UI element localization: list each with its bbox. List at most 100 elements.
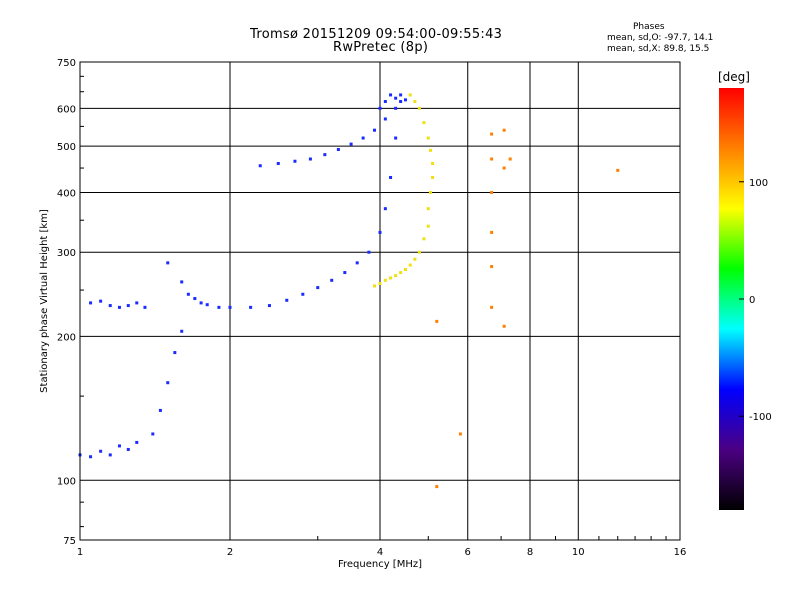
data-point-o <box>108 453 112 457</box>
y-tick-label: 75 <box>63 536 76 547</box>
plot-frame <box>79 61 681 541</box>
data-point-o <box>383 100 387 104</box>
y-tick-label: 300 <box>57 248 76 259</box>
x-axis-ticks: 1 2 4 6 8 10 16 <box>77 536 687 558</box>
colorbar-tick-label: -100 <box>749 412 772 423</box>
colorbar-ticks: 100 0 -100 <box>739 178 772 423</box>
data-point-o <box>89 301 93 305</box>
data-point-o <box>301 292 305 296</box>
data-point-o <box>217 305 221 309</box>
data-point-o <box>99 299 103 303</box>
y-tick-label: 500 <box>57 142 76 153</box>
colorbar-label: [deg] <box>718 70 750 84</box>
data-point-x <box>428 148 432 152</box>
data-point-x <box>394 274 398 278</box>
data-point-x <box>417 106 421 110</box>
data-point-o <box>330 278 334 282</box>
x-tick-label: 2 <box>227 547 233 558</box>
x-tick-label: 1 <box>77 547 83 558</box>
data-point-o <box>378 106 382 110</box>
data-point-x <box>431 175 435 179</box>
data-point-x <box>428 190 432 194</box>
data-point-x <box>422 121 426 125</box>
data-point-o <box>158 408 162 412</box>
data-point-o <box>117 305 121 309</box>
data-point-o <box>193 297 197 301</box>
y-tick-label: 750 <box>57 58 76 69</box>
data-point-o <box>89 455 93 459</box>
data-point-scatter <box>490 265 494 269</box>
data-point-o <box>205 303 209 307</box>
data-point-o <box>166 261 170 265</box>
x-tick-label: 10 <box>572 547 585 558</box>
y-axis-label: Stationary phase Virtual Height [km] <box>39 209 50 393</box>
data-point-o <box>394 96 398 100</box>
data-point-x <box>413 100 417 104</box>
data-point-o <box>199 301 203 305</box>
data-point-o <box>99 449 103 453</box>
phases-o-stats: mean, sd,O: -97.7, 14.1 <box>607 33 714 43</box>
data-point-o <box>186 292 190 296</box>
data-point-o <box>249 305 253 309</box>
y-tick-label: 200 <box>57 332 76 343</box>
data-point-scatter <box>490 157 494 161</box>
phases-title: Phases <box>633 22 665 32</box>
y-axis-ticks: 75 100 200 300 400 500 600 750 <box>57 58 84 547</box>
data-point-o <box>389 175 393 179</box>
data-point-x <box>399 271 403 275</box>
data-point-o <box>173 351 177 355</box>
data-point-x <box>426 224 430 228</box>
data-point-scatter <box>616 168 620 172</box>
data-point-scatter <box>458 432 462 436</box>
data-point-x <box>426 207 430 211</box>
data-point-o <box>343 271 347 275</box>
data-point-o <box>373 128 377 132</box>
data-point-o <box>267 304 271 308</box>
data-point-o <box>399 93 403 97</box>
y-tick-label: 400 <box>57 188 76 199</box>
colorbar-tick-label: 100 <box>749 178 768 189</box>
data-point-scatter <box>508 157 512 161</box>
data-point-o <box>228 305 232 309</box>
data-point-x <box>408 93 412 97</box>
plot-grid <box>79 62 681 540</box>
x-tick-label: 16 <box>674 547 687 558</box>
data-point-scatter <box>490 132 494 136</box>
chart-title: Tromsø 20151209 09:54:00-09:55:43 <box>250 27 503 42</box>
colorbar-tick-label: 0 <box>749 295 755 306</box>
data-point-o <box>349 142 353 146</box>
data-point-o <box>399 100 403 104</box>
data-point-x <box>403 268 407 272</box>
data-point-o <box>367 250 371 254</box>
data-point-o <box>166 381 170 385</box>
data-point-scatter <box>490 305 494 309</box>
data-point-o <box>151 432 155 436</box>
data-point-o <box>135 301 139 305</box>
data-point-o <box>258 164 262 168</box>
data-point-scatter <box>435 319 439 323</box>
data-point-o <box>355 261 359 265</box>
data-point-o <box>126 304 130 308</box>
data-point-x <box>422 237 426 241</box>
data-point-o <box>276 161 280 165</box>
data-point-scatter <box>435 485 439 489</box>
data-point-o <box>180 280 184 284</box>
data-point-o <box>135 440 139 444</box>
x-tick-label: 6 <box>465 547 471 558</box>
data-point-o <box>336 148 340 152</box>
data-point-x <box>378 282 382 286</box>
data-point-o <box>383 117 387 121</box>
data-point-x <box>431 161 435 165</box>
data-point-scatter <box>490 190 494 194</box>
data-point-x <box>426 136 430 140</box>
data-point-o <box>126 447 130 451</box>
chart-subtitle: RwPretec (8p) <box>333 40 429 55</box>
data-point-o <box>285 298 289 302</box>
x-tick-label: 4 <box>377 547 383 558</box>
data-point-o <box>293 159 297 163</box>
data-point-scatter <box>502 324 506 328</box>
data-point-x <box>408 263 412 267</box>
data-point-x <box>413 257 417 261</box>
data-point-o <box>403 98 407 102</box>
phases-x-stats: mean, sd,X: 89.8, 15.5 <box>607 44 710 54</box>
